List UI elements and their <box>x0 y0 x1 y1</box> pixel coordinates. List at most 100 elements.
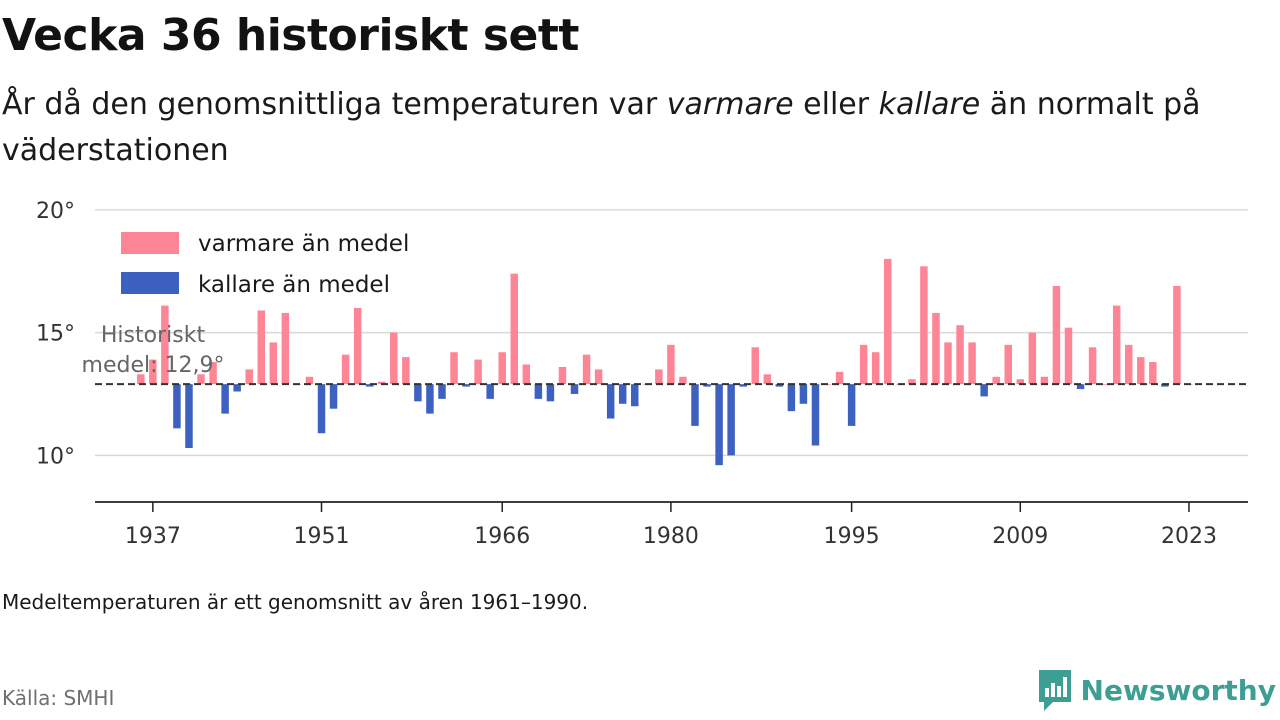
bar-1939 <box>173 384 181 429</box>
bar-1967 <box>510 273 519 385</box>
bar-1962 <box>450 352 458 385</box>
bar-1961 <box>438 384 446 399</box>
bar-2015 <box>1088 347 1097 385</box>
legend-swatch-cold <box>121 272 179 294</box>
bar-1997 <box>871 352 880 385</box>
bar-1936 <box>137 374 145 385</box>
bar-1955 <box>365 384 374 387</box>
bar-1982 <box>691 384 699 426</box>
bar-1992 <box>811 384 820 446</box>
bar-2022 <box>1173 285 1181 385</box>
bar-1975 <box>606 384 615 419</box>
bar-2018 <box>1124 344 1133 385</box>
bar-1969 <box>534 384 543 399</box>
bar-1947 <box>269 342 278 385</box>
bar-2001 <box>920 266 928 385</box>
bar-1974 <box>594 369 603 385</box>
bar-2010 <box>1028 332 1037 385</box>
bar-1980 <box>667 344 675 385</box>
brand-name: Newsworthy <box>1080 673 1276 707</box>
bar-2006 <box>980 384 988 397</box>
bar-1990 <box>787 384 796 412</box>
bar-1956 <box>378 381 386 385</box>
temperature-bar-chart: 10° 15° 20° 1937 1951 1966 1980 1995 2009 2023 var… <box>36 199 1248 549</box>
bar-1968 <box>522 364 531 385</box>
x-tick-label: 1980 <box>643 524 699 549</box>
bar-1957 <box>390 332 398 385</box>
bar-1970 <box>546 384 555 402</box>
legend-label-cold: kallare än medel <box>198 272 390 298</box>
bar-1941 <box>197 374 205 385</box>
bar-1946 <box>257 310 265 385</box>
bar-1984 <box>715 384 723 466</box>
bar-1938 <box>161 305 169 385</box>
mean-annotation-line1: Historiskt <box>101 323 206 348</box>
bar-1983 <box>703 384 711 387</box>
newsworthy-logo-icon <box>1038 670 1071 711</box>
subtitle-part1: År då den genomsnittliga temperaturen va… <box>2 87 667 122</box>
brand-logo: Newsworthy <box>1037 668 1276 712</box>
bar-1976 <box>618 384 627 404</box>
bar-1953 <box>341 354 350 385</box>
y-tick-label: 20° <box>36 199 75 224</box>
bar-1952 <box>329 384 338 409</box>
bar-2011 <box>1040 376 1049 385</box>
bar-1958 <box>402 357 410 385</box>
bar-2007 <box>992 376 1000 385</box>
bar-1996 <box>859 344 868 385</box>
bar-1991 <box>799 384 808 404</box>
bar-1973 <box>582 354 591 385</box>
bar-1951 <box>317 384 326 434</box>
bar-1960 <box>426 384 434 414</box>
subtitle-part2: eller <box>793 87 879 122</box>
legend-swatch-warm <box>121 232 179 254</box>
subtitle-cold-word: kallare <box>878 87 981 122</box>
bar-2020 <box>1149 362 1157 385</box>
bar-1963 <box>462 384 470 387</box>
chart-subtitle: År då den genomsnittliga temperaturen va… <box>2 82 1242 174</box>
bar-1977 <box>631 384 639 407</box>
x-tick-label: 1951 <box>294 524 350 549</box>
x-tick-label: 1937 <box>125 524 181 549</box>
subtitle-warm-word: varmare <box>666 87 794 122</box>
bar-1998 <box>884 258 892 385</box>
bar-1965 <box>486 384 494 399</box>
bar-2012 <box>1052 285 1061 385</box>
bar-1964 <box>474 359 482 385</box>
bar-2021 <box>1161 384 1169 387</box>
bar-2005 <box>968 342 976 385</box>
legend-label-warm: varmare än medel <box>198 231 409 257</box>
mean-annotation-line2: medel: 12,9° <box>82 353 225 378</box>
bar-1943 <box>221 384 229 414</box>
source-label: Källa: SMHI <box>2 686 115 710</box>
bar-2019 <box>1137 357 1145 385</box>
bar-1942 <box>209 362 217 385</box>
bar-2000 <box>908 379 916 385</box>
chart-title: Vecka 36 historiskt sett <box>2 10 579 61</box>
x-tick-label: 2009 <box>992 524 1048 549</box>
y-tick-label: 10° <box>36 444 75 469</box>
bar-1944 <box>233 384 241 392</box>
bar-2002 <box>932 312 940 385</box>
bar-2016 <box>1100 384 1109 385</box>
bar-1995 <box>847 384 856 426</box>
bar-2004 <box>956 325 964 385</box>
bar-2014 <box>1076 384 1085 390</box>
bar-1972 <box>570 384 579 394</box>
bar-1985 <box>727 384 735 456</box>
footnote: Medeltemperaturen är ett genomsnitt av å… <box>2 590 589 614</box>
bar-2003 <box>944 342 952 385</box>
bar-1979 <box>655 369 663 385</box>
bar-1945 <box>245 369 253 385</box>
bar-1937 <box>149 359 157 385</box>
bar-1959 <box>414 384 422 402</box>
bar-1987 <box>751 347 759 385</box>
bar-1948 <box>281 312 290 385</box>
y-tick-label: 15° <box>36 322 75 347</box>
bar-1989 <box>775 384 784 387</box>
bar-1986 <box>739 384 747 387</box>
bar-1981 <box>679 376 687 385</box>
bar-2017 <box>1112 305 1121 385</box>
bar-2008 <box>1004 344 1012 385</box>
bar-1988 <box>763 374 772 385</box>
